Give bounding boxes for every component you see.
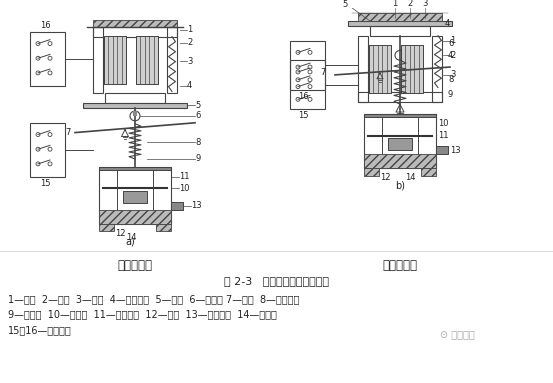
Text: 11: 11	[438, 131, 448, 140]
Text: 15: 15	[298, 111, 309, 120]
Bar	[401, 45, 423, 93]
Text: 断电延时型: 断电延时型	[383, 259, 418, 272]
Text: 10: 10	[438, 119, 448, 128]
Text: a): a)	[125, 236, 135, 246]
Text: 6: 6	[448, 39, 453, 48]
Text: 12: 12	[115, 229, 126, 238]
Text: 12: 12	[380, 173, 390, 182]
Bar	[370, 26, 430, 36]
Bar	[364, 168, 379, 176]
Text: 6: 6	[195, 111, 200, 120]
Text: 7: 7	[320, 69, 325, 77]
Text: 1: 1	[393, 0, 398, 8]
Text: 1: 1	[187, 25, 192, 34]
Bar	[364, 154, 436, 168]
Text: 4: 4	[187, 81, 192, 90]
Bar	[436, 146, 448, 154]
Bar	[156, 224, 171, 231]
Bar	[432, 36, 442, 102]
Bar	[290, 60, 325, 109]
Text: 4: 4	[448, 51, 453, 60]
Bar	[171, 202, 183, 210]
Text: 2: 2	[187, 38, 192, 47]
Bar	[105, 93, 165, 103]
Text: 2: 2	[450, 51, 455, 60]
Bar	[133, 111, 137, 116]
Text: 16: 16	[298, 92, 309, 101]
Bar	[348, 21, 452, 26]
Text: 图 2-3   空气阻尼式时间继电器: 图 2-3 空气阻尼式时间继电器	[223, 277, 328, 286]
Text: 14: 14	[126, 233, 136, 242]
Bar	[99, 224, 114, 231]
Text: 9: 9	[448, 90, 453, 99]
Text: 7: 7	[65, 128, 70, 137]
Text: 4: 4	[445, 18, 450, 28]
Bar	[382, 117, 418, 161]
Text: 10: 10	[179, 184, 190, 193]
Bar	[167, 27, 177, 93]
Bar	[369, 45, 391, 93]
Bar	[30, 123, 65, 177]
Text: 8: 8	[195, 138, 200, 147]
Bar	[358, 92, 442, 102]
Bar	[388, 138, 412, 150]
Text: 15: 15	[40, 179, 50, 188]
Text: 13: 13	[191, 201, 202, 210]
Text: 5: 5	[342, 0, 347, 9]
Bar	[364, 114, 436, 117]
Text: 3: 3	[422, 0, 427, 8]
Bar	[93, 20, 177, 27]
Text: 1: 1	[450, 36, 455, 45]
Text: ⊙ 电工之家: ⊙ 电工之家	[440, 329, 474, 339]
Text: 3: 3	[450, 70, 455, 79]
Bar	[117, 170, 153, 217]
Bar	[104, 36, 126, 84]
Bar	[358, 13, 442, 21]
Text: 14: 14	[405, 173, 415, 182]
Bar	[93, 27, 103, 93]
Bar	[30, 32, 65, 86]
Bar	[364, 114, 436, 168]
Bar	[99, 167, 171, 224]
Bar	[358, 36, 368, 102]
Text: b): b)	[395, 180, 405, 190]
Text: 3: 3	[187, 57, 192, 65]
Text: 11: 11	[179, 172, 190, 181]
Text: 9—弱弹簧  10—橡皮膜  11—空气室壁  12—活塞  13—调节螺杆  14—进气孔: 9—弱弹簧 10—橡皮膜 11—空气室壁 12—活塞 13—调节螺杆 14—进气…	[8, 309, 277, 320]
Bar	[99, 167, 171, 170]
Text: 8: 8	[448, 75, 453, 84]
Text: 2: 2	[408, 0, 413, 8]
Text: 16: 16	[40, 21, 51, 31]
Bar	[83, 103, 187, 108]
Text: 1—线圈  2—铁心  3—衔铁  4—反力弹簧  5—推板  6—活塞杆 7—杠杆  8—塔形弹簧: 1—线圈 2—铁心 3—衔铁 4—反力弹簧 5—推板 6—活塞杆 7—杠杆 8—…	[8, 294, 299, 304]
Bar	[421, 168, 436, 176]
Text: 9: 9	[195, 154, 200, 164]
Text: 13: 13	[450, 146, 461, 155]
Bar	[123, 191, 147, 203]
Text: 5: 5	[195, 101, 200, 110]
Bar	[93, 27, 177, 37]
Bar	[136, 36, 158, 84]
Text: 通电延时型: 通电延时型	[117, 259, 153, 272]
Text: 15、16—微动开关: 15、16—微动开关	[8, 325, 72, 335]
Bar	[290, 41, 325, 90]
Bar	[99, 210, 171, 224]
